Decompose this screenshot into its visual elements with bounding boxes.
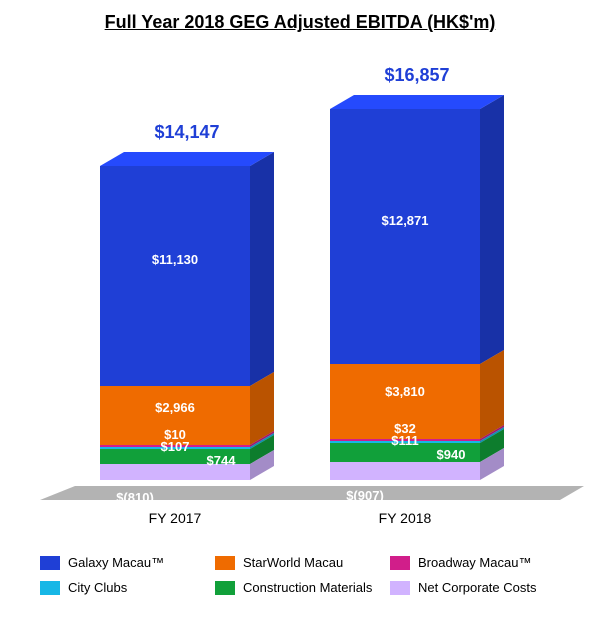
value-label-fy2017-galaxy: $11,130 xyxy=(100,252,250,267)
legend-swatch-galaxy xyxy=(40,556,60,570)
value-label-fy2018-broadway: $32 xyxy=(330,421,480,436)
legend-swatch-constr xyxy=(215,581,235,595)
chart-floor xyxy=(0,0,600,630)
segment-fy2017-galaxy xyxy=(100,166,250,386)
chart-legend: Galaxy Macau™ StarWorld Macau Broadway Mac… xyxy=(40,555,570,605)
total-label-fy2017: $14,147 xyxy=(100,122,274,143)
value-label-fy2017-net_corp: $(810) xyxy=(60,490,210,505)
category-label-fy2018: FY 2018 xyxy=(330,510,480,526)
legend-label-starworld: StarWorld Macau xyxy=(243,555,343,570)
legend-swatch-city xyxy=(40,581,60,595)
value-label-fy2018-starworld: $3,810 xyxy=(330,384,480,399)
legend-label-net_corp: Net Corporate Costs xyxy=(418,580,537,595)
legend-swatch-starworld xyxy=(215,556,235,570)
category-label-fy2017: FY 2017 xyxy=(100,510,250,526)
legend-label-city: City Clubs xyxy=(68,580,127,595)
value-label-fy2018-constr: $940 xyxy=(376,447,526,462)
legend-item-net_corp: Net Corporate Costs xyxy=(390,580,565,595)
legend-item-galaxy: Galaxy Macau™ xyxy=(40,555,215,570)
chart-title: Full Year 2018 GEG Adjusted EBITDA (HK$'… xyxy=(0,12,600,33)
legend-item-city: City Clubs xyxy=(40,580,215,595)
value-label-fy2017-constr: $744 xyxy=(146,453,296,468)
legend-label-constr: Construction Materials xyxy=(243,580,372,595)
value-label-fy2018-net_corp: $(907) xyxy=(290,488,440,503)
legend-swatch-broadway xyxy=(390,556,410,570)
total-label-fy2018: $16,857 xyxy=(330,65,504,86)
legend-swatch-net_corp xyxy=(390,581,410,595)
value-label-fy2017-broadway: $10 xyxy=(100,427,250,442)
value-label-fy2017-starworld: $2,966 xyxy=(100,400,250,415)
legend-label-galaxy: Galaxy Macau™ xyxy=(68,555,164,570)
segment-fy2018-net_corp xyxy=(330,462,480,480)
value-label-fy2018-galaxy: $12,871 xyxy=(330,213,480,228)
legend-item-starworld: StarWorld Macau xyxy=(215,555,390,570)
legend-item-constr: Construction Materials xyxy=(215,580,390,595)
legend-label-broadway: Broadway Macau™ xyxy=(418,555,531,570)
segment-fy2018-galaxy xyxy=(330,109,480,364)
legend-item-broadway: Broadway Macau™ xyxy=(390,555,565,570)
